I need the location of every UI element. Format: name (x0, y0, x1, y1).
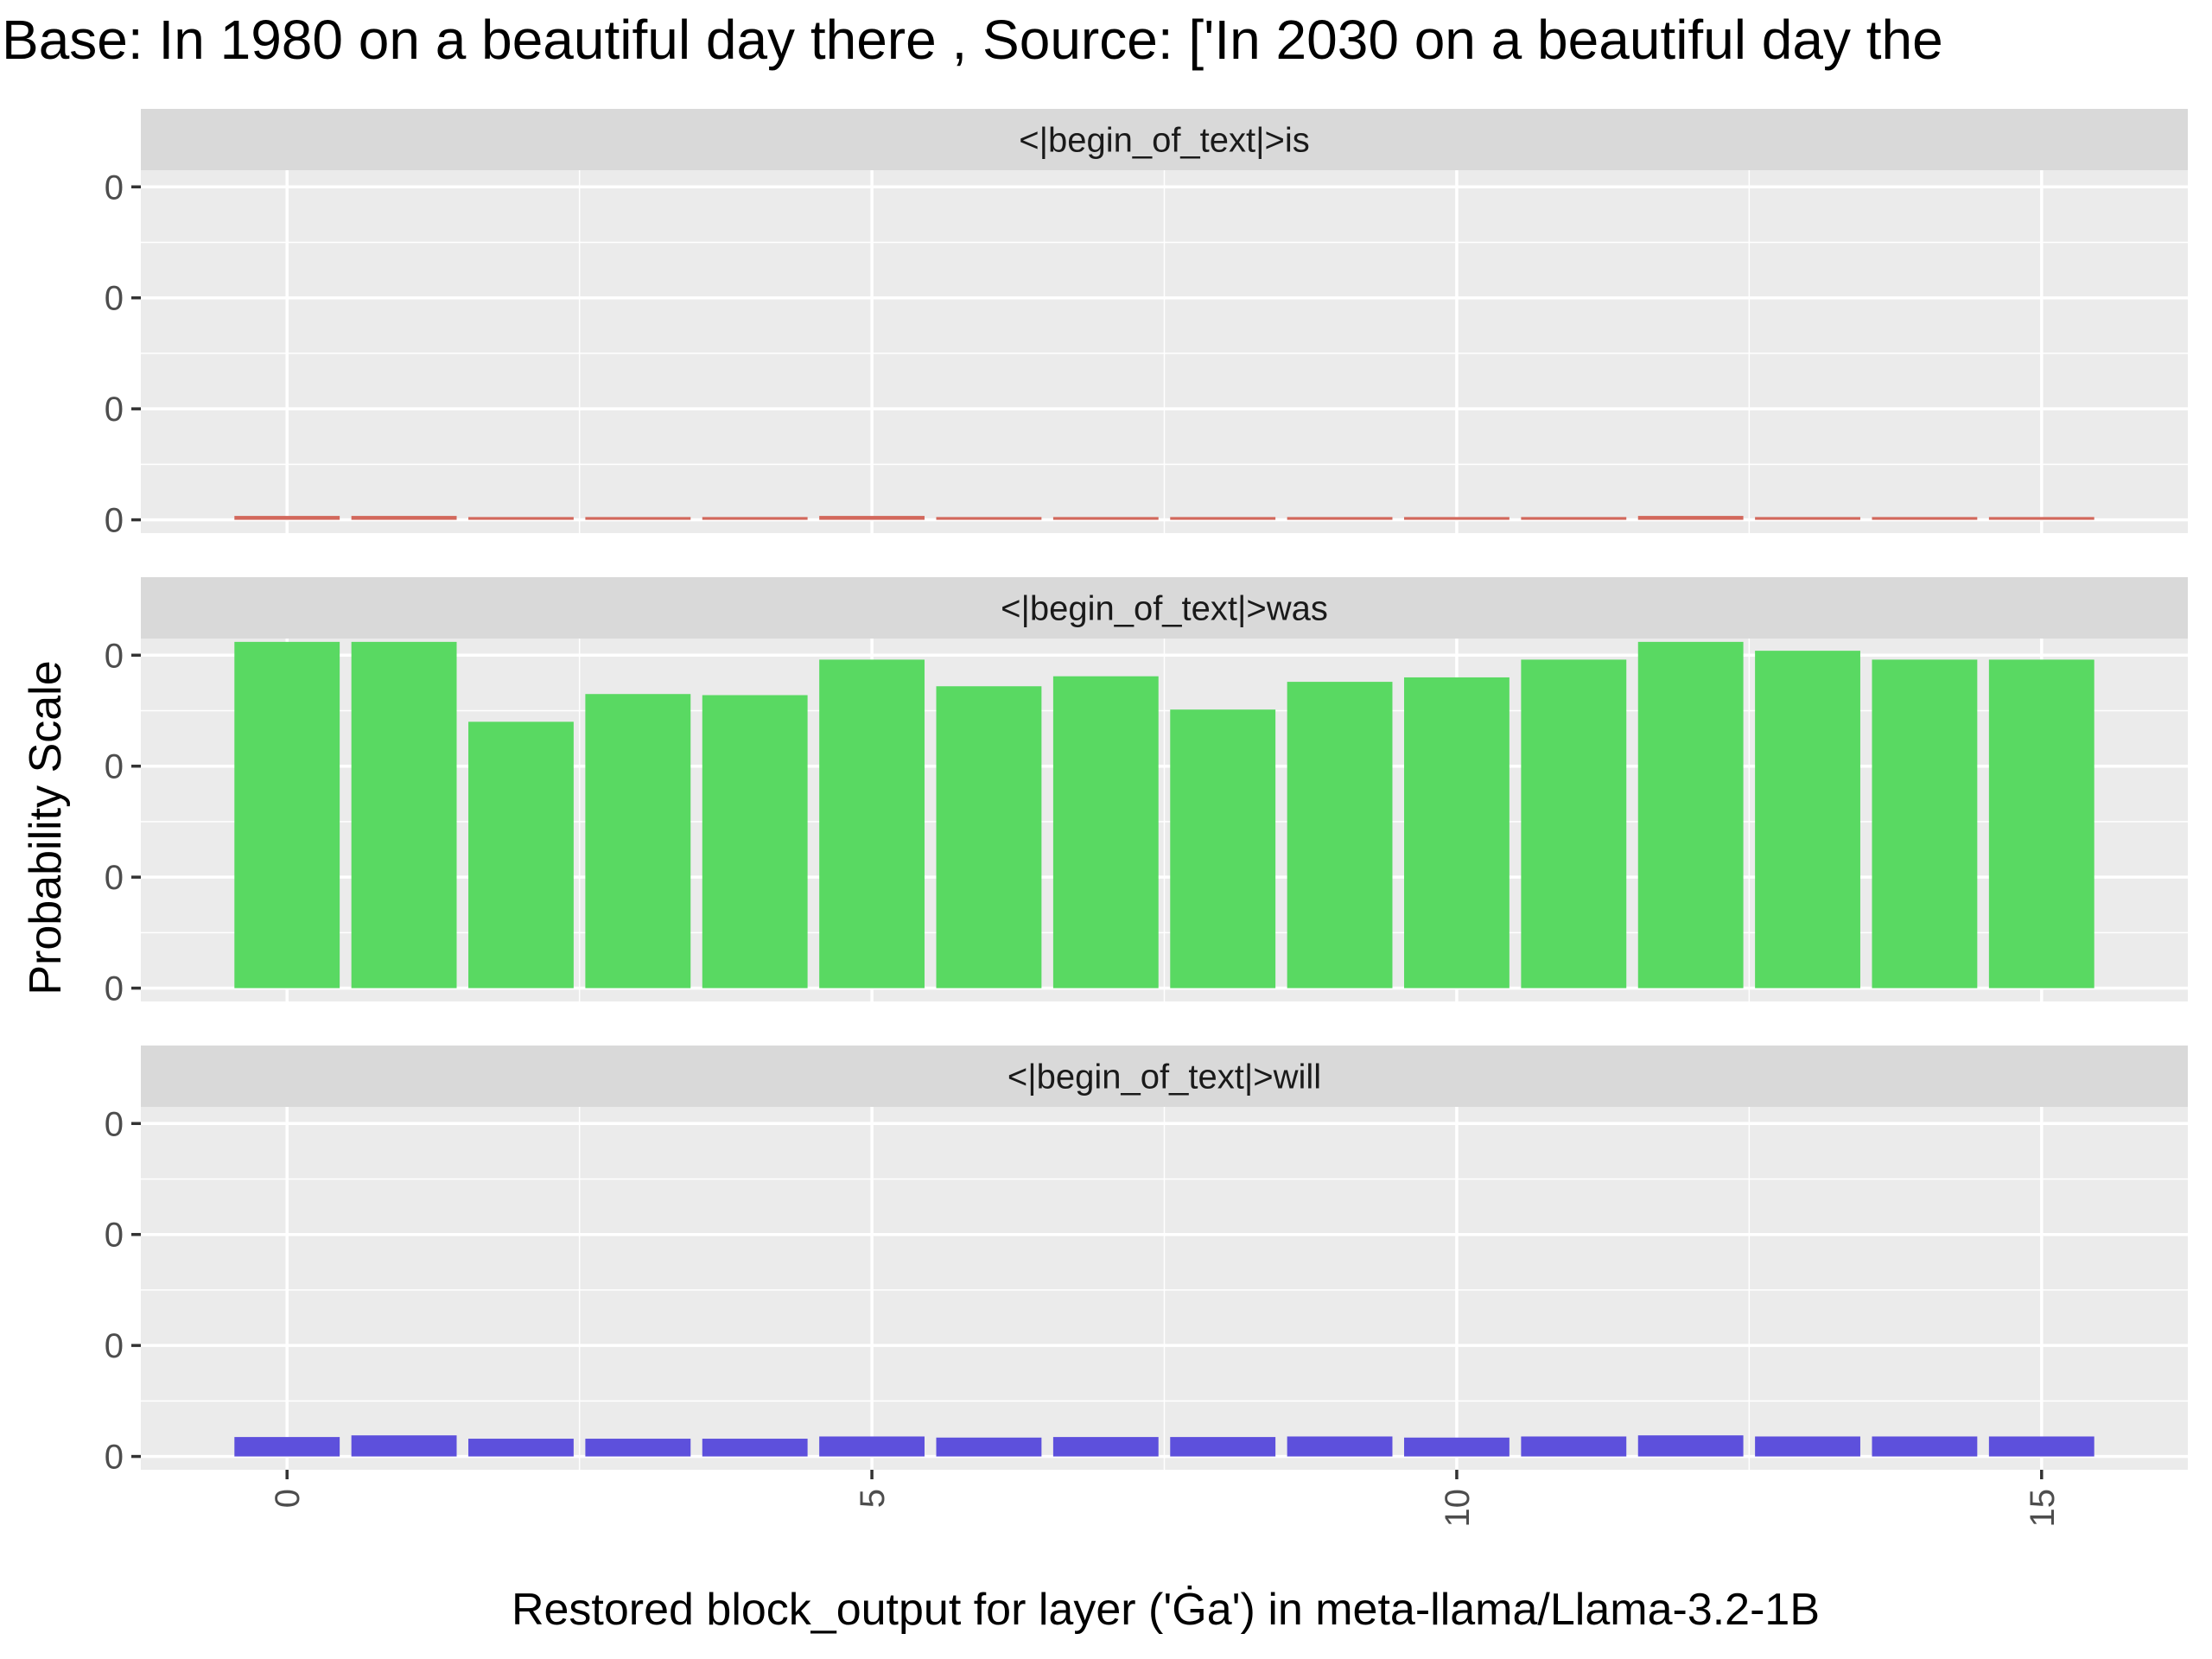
x-tick-label: 0 (269, 1489, 307, 1508)
bar (1988, 1436, 2094, 1457)
x-axis-title: Restored block_output for layer ('Ġa') i… (512, 1585, 1820, 1635)
bar (234, 641, 340, 988)
y-tick-label: 0 (105, 1217, 124, 1255)
bar (1637, 1435, 1744, 1457)
bar (1287, 682, 1393, 988)
y-axis-title: Probability Scale (21, 660, 71, 995)
bar (351, 641, 457, 988)
bar (819, 1436, 925, 1457)
bar (819, 516, 925, 520)
bar (1170, 517, 1276, 520)
facet-strip (141, 1046, 2188, 1107)
bar (819, 659, 925, 988)
bar (1052, 1437, 1159, 1457)
facet-panel: <|begin_of_text|>is 0 0 0 0 (105, 109, 2188, 540)
bar (936, 517, 1042, 520)
facet-panel: <|begin_of_text|>was 0 0 0 0 (105, 577, 2188, 1008)
bar (1404, 517, 1510, 520)
y-tick-label: 0 (105, 637, 124, 675)
y-tick-label: 0 (105, 502, 124, 540)
facet-panel: <|begin_of_text|>will 0 0 0 0 (105, 1046, 2188, 1477)
y-tick-label: 0 (105, 168, 124, 207)
bar (585, 1439, 691, 1457)
bar (1287, 517, 1393, 520)
bar (1988, 517, 2094, 520)
bar (351, 516, 457, 520)
bar (468, 721, 574, 988)
bar (1755, 517, 1860, 520)
bar (1404, 677, 1510, 988)
facet-strip (141, 577, 2188, 639)
bar (468, 1439, 574, 1457)
bar (1170, 709, 1276, 988)
bar (1521, 1436, 1627, 1457)
x-tick-label: 15 (2024, 1489, 2062, 1528)
bar (702, 1439, 808, 1457)
facet-strip-label: <|begin_of_text|>is (1019, 122, 1310, 160)
bar (1637, 516, 1744, 520)
bar (702, 695, 808, 988)
bar (351, 1435, 457, 1457)
bar (1052, 517, 1159, 520)
y-tick-label: 0 (105, 748, 124, 786)
bar (234, 1437, 340, 1457)
bar (936, 1437, 1042, 1457)
bar (1988, 659, 2094, 988)
x-axis: 0 5 10 15 (269, 1470, 2062, 1528)
facet-strip-label: <|begin_of_text|>was (1001, 590, 1328, 628)
y-tick-label: 0 (105, 970, 124, 1008)
y-tick-label: 0 (105, 1327, 124, 1365)
bar (585, 694, 691, 988)
bar (936, 686, 1042, 988)
bar (1521, 659, 1627, 988)
bar (1637, 641, 1744, 988)
bar (1521, 517, 1627, 520)
y-tick-label: 0 (105, 1105, 124, 1143)
bar (1872, 517, 1978, 520)
bar (1170, 1437, 1276, 1457)
bar (585, 517, 691, 520)
y-tick-label: 0 (105, 280, 124, 318)
chart-title: Base: In 1980 on a beautiful day there ,… (2, 9, 1943, 71)
y-tick-label: 0 (105, 391, 124, 429)
bar (702, 517, 808, 520)
x-tick-label: 5 (854, 1489, 892, 1508)
bar (1404, 1437, 1510, 1457)
y-tick-label: 0 (105, 1439, 124, 1477)
y-tick-label: 0 (105, 859, 124, 897)
bar (1287, 1436, 1393, 1457)
facet-strip (141, 109, 2188, 170)
bar (1052, 676, 1159, 988)
facet-strip-label: <|begin_of_text|>will (1007, 1058, 1321, 1096)
bar (1872, 1436, 1978, 1457)
bar (1872, 659, 1978, 988)
facet-panels: <|begin_of_text|>is0000<|begin_of_text|>… (105, 109, 2188, 1477)
bar (234, 516, 340, 520)
bar (1755, 651, 1860, 988)
x-tick-label: 10 (1439, 1489, 1477, 1528)
bar (1755, 1436, 1860, 1457)
bar (468, 517, 574, 520)
